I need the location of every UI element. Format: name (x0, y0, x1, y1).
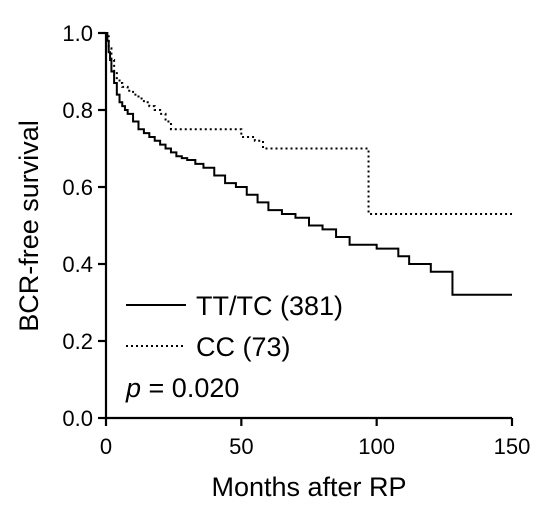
y-tick-label: 0.4 (62, 252, 93, 277)
y-tick-label: 0.6 (62, 175, 93, 200)
p-symbol: p (125, 373, 141, 403)
p-value: = 0.020 (141, 373, 239, 403)
y-tick-label: 0.8 (62, 98, 93, 123)
x-tick-label: 150 (494, 434, 531, 459)
x-tick-label: 100 (358, 434, 395, 459)
legend: TT/TC (381) CC (73) (126, 291, 343, 362)
series-group (106, 32, 512, 296)
series-line-tt-tc (106, 32, 512, 296)
x-tick-label: 0 (100, 434, 112, 459)
y-tick-label: 1.0 (62, 21, 93, 46)
y-tick-label: 0.0 (62, 406, 93, 431)
legend-label-cc: CC (73) (196, 332, 291, 362)
y-tick-label: 0.2 (62, 329, 93, 354)
series-line-cc (106, 32, 512, 215)
p-value-annotation: p = 0.020 (125, 373, 239, 403)
x-axis-title: Months after RP (211, 472, 406, 502)
y-axis-title: BCR-free survival (14, 120, 44, 332)
legend-label-tt-tc: TT/TC (381) (196, 291, 343, 321)
x-tick-label: 50 (229, 434, 253, 459)
y-ticks: 0.0 0.2 0.4 0.6 0.8 1.0 (62, 21, 106, 431)
x-ticks: 0 50 100 150 (100, 418, 530, 459)
